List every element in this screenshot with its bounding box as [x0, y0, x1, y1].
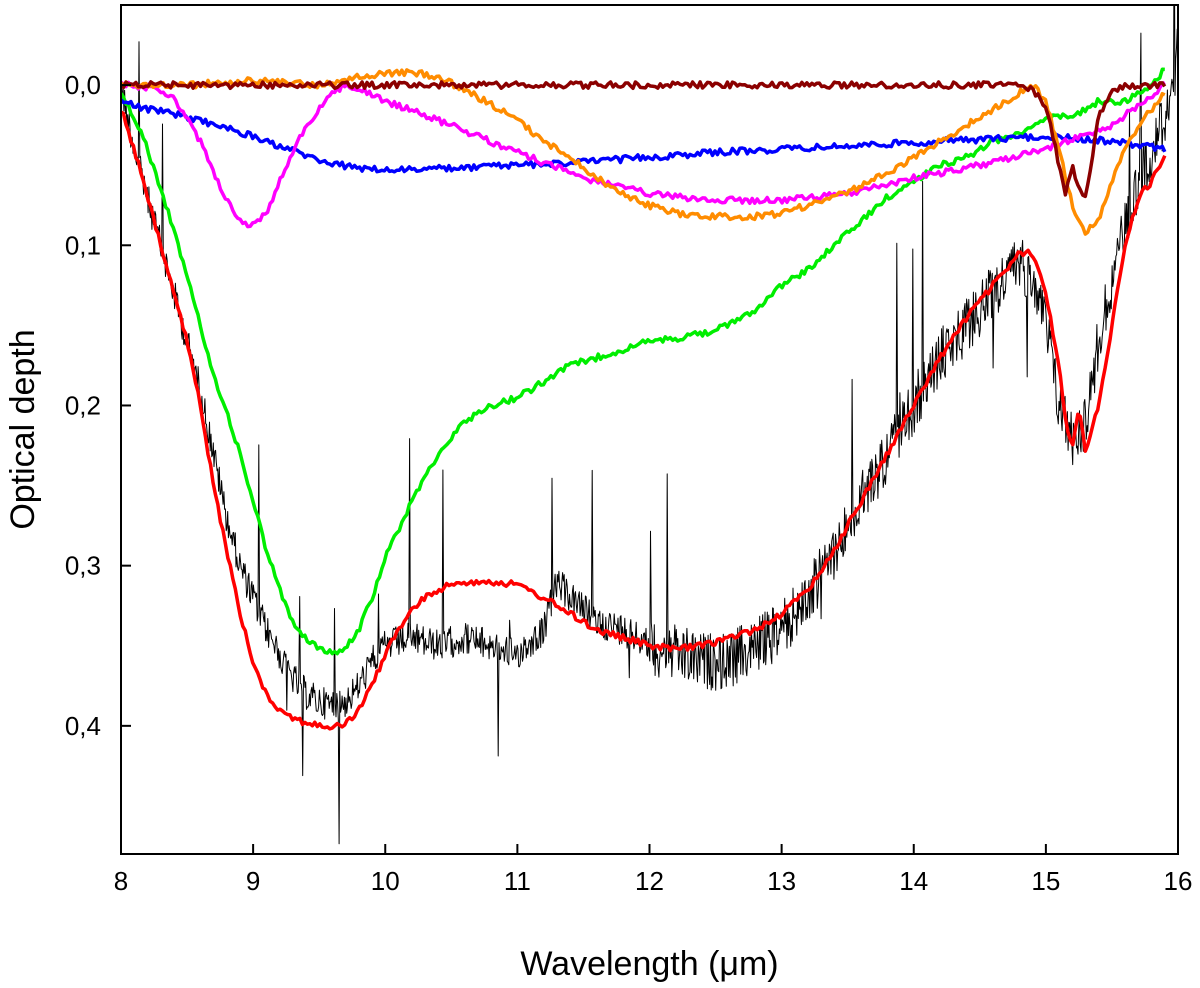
y-tick-label: 0,2 — [65, 390, 101, 420]
x-tick-label: 8 — [114, 866, 128, 896]
x-tick-label: 16 — [1164, 866, 1193, 896]
ticks-layer: 8 9 10 11 12 13 14 15 16 0,0 0,1 0,2 0,3 0,4 — [65, 70, 1193, 896]
x-tick-label: 10 — [371, 866, 400, 896]
y-axis-title: Optical depth — [4, 329, 42, 529]
orange-component-line — [121, 68, 1166, 236]
y-tick-label: 0,1 — [65, 230, 101, 260]
x-tick-label: 9 — [246, 866, 260, 896]
dark-red-component-line — [121, 80, 1167, 199]
y-tick-label: 0,0 — [65, 70, 101, 100]
x-tick-label: 15 — [1031, 866, 1060, 896]
magenta-component-line — [121, 80, 1166, 229]
red-model-line — [121, 110, 1167, 731]
x-axis-title: Wavelength (μm) — [520, 945, 778, 983]
x-tick-label: 13 — [767, 866, 796, 896]
x-tick-label: 12 — [635, 866, 664, 896]
x-tick-label: 14 — [899, 866, 928, 896]
y-tick-label: 0,3 — [65, 551, 101, 581]
x-tick-label: 11 — [504, 866, 531, 896]
y-tick-label: 0,4 — [65, 711, 101, 741]
observed-spectrum-line — [121, 5, 1178, 845]
series-layer — [121, 5, 1178, 845]
